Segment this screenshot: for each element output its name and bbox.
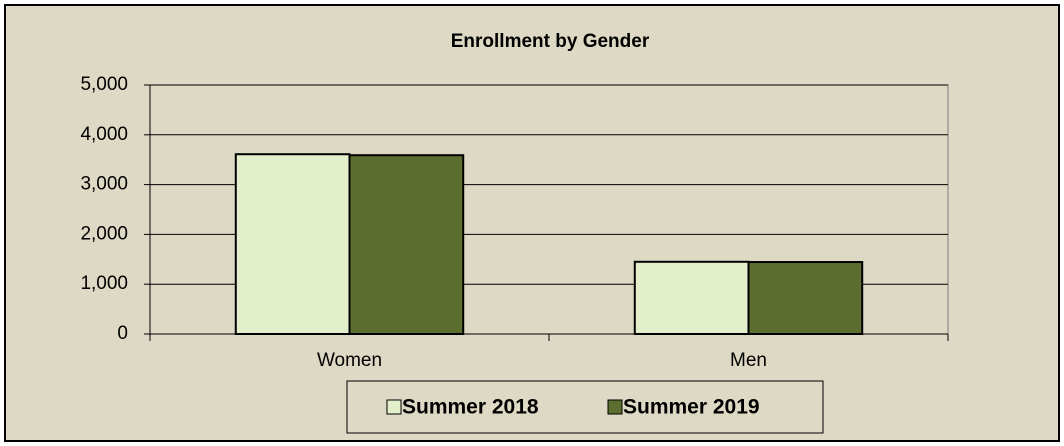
legend-swatch: [386, 399, 402, 415]
x-tick-label: Women: [317, 350, 382, 371]
legend-swatch: [607, 399, 623, 415]
chart-title: Enrollment by Gender: [451, 31, 650, 52]
y-tick-label: 1,000: [80, 273, 128, 294]
y-tick-label: 3,000: [80, 174, 128, 195]
legend-label: Summer 2019: [623, 396, 760, 419]
y-tick-label: 4,000: [80, 124, 128, 145]
y-tick-label: 5,000: [80, 74, 128, 95]
x-tick-label: Men: [730, 350, 767, 371]
y-tick-label: 0: [117, 323, 128, 344]
bar: [633, 260, 750, 336]
bar: [234, 153, 351, 335]
legend-box: [346, 380, 824, 434]
bar: [348, 154, 465, 335]
bar: [747, 261, 864, 335]
y-tick-label: 2,000: [80, 223, 128, 244]
legend-label: Summer 2018: [402, 396, 539, 419]
chart-background: [4, 4, 1060, 442]
